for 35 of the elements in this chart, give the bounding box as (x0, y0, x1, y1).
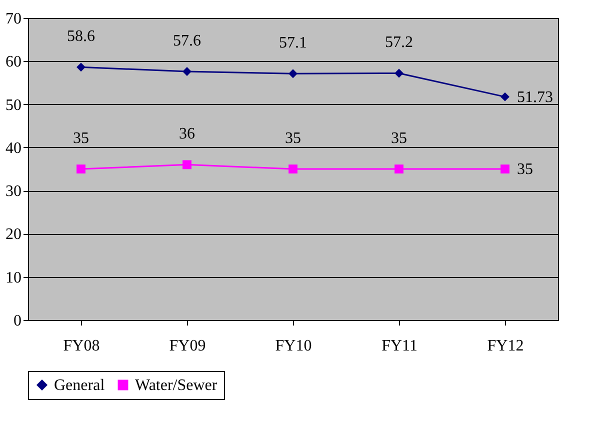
point (182, 160, 192, 170)
point (182, 67, 192, 76)
point (288, 164, 298, 174)
data-label: 57.2 (385, 34, 413, 52)
data-label: 35 (285, 130, 301, 147)
y-tick-label: 0 (14, 312, 22, 330)
y-tick-label: 60 (6, 54, 22, 71)
data-label: 36 (179, 126, 195, 143)
x-tick-label: FY12 (487, 338, 524, 354)
y-tick-label: 50 (6, 96, 22, 114)
point (500, 164, 510, 174)
data-label: 58.6 (67, 28, 95, 46)
data-label: 35 (391, 130, 407, 147)
y-tick-label: 40 (6, 140, 22, 157)
x-tick-label: FY08 (63, 338, 100, 354)
point (500, 92, 510, 102)
point (76, 62, 86, 72)
x-tick-label: FY10 (275, 338, 312, 354)
y-tick-label: 70 (6, 10, 22, 28)
data-label: 57.6 (173, 32, 201, 50)
legend-label: Water/Sewer (135, 377, 218, 394)
data-label: 35 (73, 130, 89, 147)
y-tick-label: 10 (6, 269, 22, 286)
y-tick-label: 30 (6, 183, 22, 200)
point (288, 69, 298, 78)
y-tick-label: 20 (6, 226, 22, 244)
data-label: 51.73 (517, 88, 553, 106)
x-tick-label: FY09 (169, 338, 206, 354)
x-tick-label: FY11 (382, 338, 418, 354)
data-label: 57.1 (279, 34, 307, 52)
data-label: 35 (517, 161, 533, 178)
point (394, 164, 404, 174)
point (76, 164, 86, 174)
point (394, 68, 404, 78)
legend-label: General (54, 377, 106, 394)
